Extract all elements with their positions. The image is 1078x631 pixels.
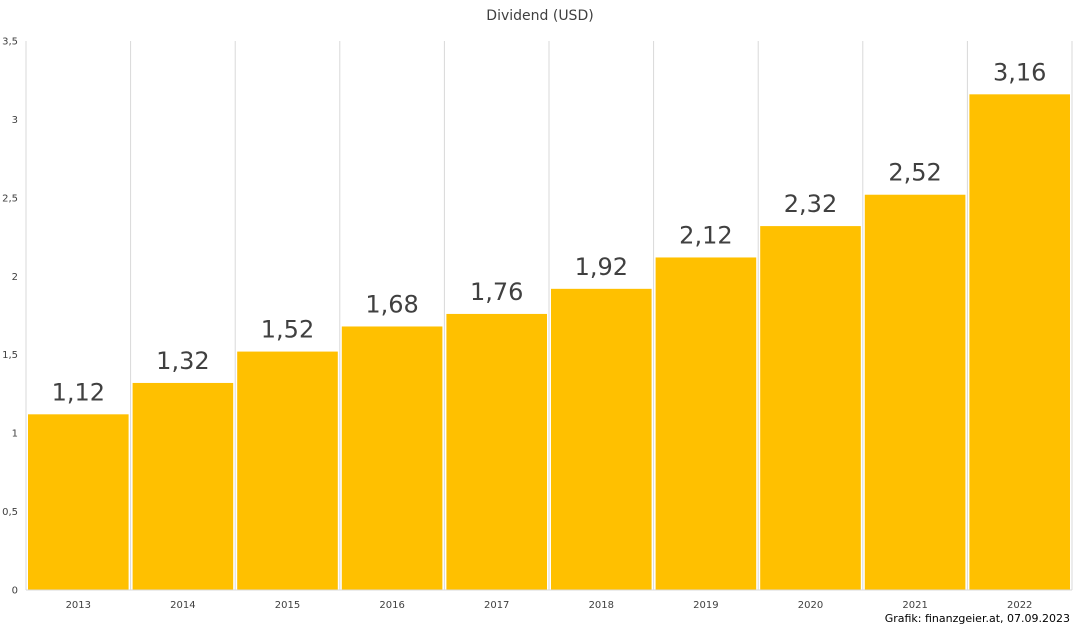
bar <box>132 382 234 590</box>
data-label: 3,16 <box>993 58 1046 86</box>
bar <box>760 226 861 590</box>
y-tick-label: 3 <box>12 115 18 126</box>
data-label: 1,12 <box>52 378 105 406</box>
data-label: 1,68 <box>365 290 418 318</box>
bar <box>864 194 966 590</box>
bar <box>551 288 652 590</box>
source-credit: Grafik: finanzgeier.at, 07.09.2023 <box>884 612 1070 625</box>
y-tick-label: 1 <box>12 429 18 440</box>
data-label: 2,52 <box>888 159 941 187</box>
x-tick-label: 2018 <box>589 600 614 611</box>
x-tick-label: 2017 <box>484 600 509 611</box>
x-tick-label: 2022 <box>1007 600 1032 611</box>
data-label: 1,52 <box>261 316 314 344</box>
x-tick-label: 2020 <box>798 600 823 611</box>
data-label: 2,12 <box>679 221 732 249</box>
chart-title: Dividend (USD) <box>486 8 593 24</box>
data-label: 1,76 <box>470 278 523 306</box>
data-label: 1,32 <box>156 347 209 375</box>
x-tick-label: 2015 <box>275 600 300 611</box>
y-axis-ticks: 0 0,5 1 1,5 2 2,5 3 3,5 <box>2 37 18 597</box>
bar <box>446 313 547 590</box>
data-label: 1,92 <box>575 253 628 281</box>
data-labels: 1,12 1,32 1,52 1,68 1,76 1,92 2,12 2,32 2,52 3,16 <box>52 58 1047 406</box>
bar <box>969 94 1070 591</box>
y-tick-label: 2,5 <box>2 193 18 204</box>
bar <box>655 257 757 590</box>
y-tick-label: 0,5 <box>2 507 18 518</box>
y-tick-label: 3,5 <box>2 37 18 48</box>
x-tick-label: 2021 <box>902 600 927 611</box>
x-tick-label: 2016 <box>379 600 404 611</box>
y-tick-label: 2 <box>12 272 18 283</box>
x-tick-label: 2019 <box>693 600 718 611</box>
bar <box>28 414 129 590</box>
x-axis-ticks: 2013 2014 2015 2016 2017 2018 2019 2020 2021 2022 <box>66 600 1033 611</box>
data-label: 2,32 <box>784 190 837 218</box>
gridlines <box>25 41 1073 590</box>
y-tick-label: 0 <box>12 586 18 597</box>
bar <box>237 351 338 590</box>
bar <box>341 326 443 590</box>
x-tick-label: 2013 <box>66 600 91 611</box>
bars <box>28 94 1070 591</box>
y-tick-label: 1,5 <box>2 350 18 361</box>
x-tick-label: 2014 <box>170 600 195 611</box>
